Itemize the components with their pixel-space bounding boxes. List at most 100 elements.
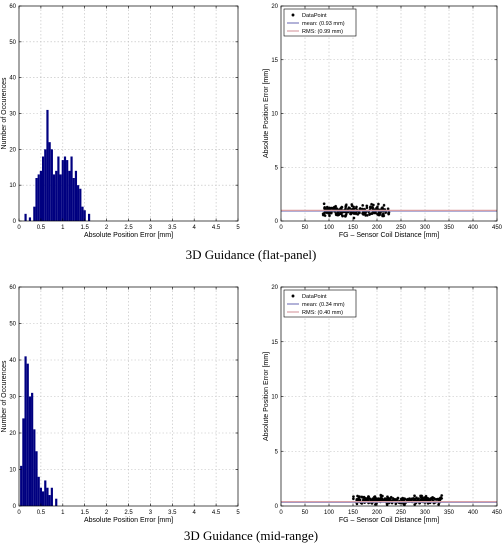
data-point: [352, 205, 356, 209]
data-point: [394, 502, 398, 506]
data-point: [368, 497, 372, 501]
data-point: [371, 497, 375, 501]
data-point: [330, 210, 333, 214]
x-tick-label: 200: [372, 225, 383, 231]
data-point: [405, 498, 409, 502]
x-tick-label: 1.5: [81, 225, 90, 231]
data-point: [328, 214, 331, 218]
histogram-bar: [52, 174, 56, 221]
x-tick-label: 150: [348, 510, 359, 516]
histogram-bar: [39, 170, 42, 221]
y-tick-label: 20: [271, 285, 278, 291]
data-point: [369, 498, 373, 502]
data-point: [399, 497, 403, 501]
data-point: [380, 498, 384, 502]
data-point: [350, 204, 354, 208]
data-point: [383, 498, 387, 502]
data-point: [395, 498, 399, 502]
data-point: [387, 212, 391, 216]
x-tick-label: 300: [420, 225, 431, 231]
legend-marker-datapoint: [291, 294, 295, 298]
data-point: [403, 503, 406, 507]
caption-flat-panel: 3D Guidance (flat-panel): [185, 247, 317, 262]
data-point: [349, 212, 352, 216]
data-point: [402, 497, 406, 501]
x-tick-label: 350: [444, 225, 455, 231]
y-tick-label: 0: [275, 504, 279, 510]
data-point: [328, 206, 331, 210]
data-point: [378, 497, 382, 501]
data-point: [371, 206, 375, 210]
data-point: [438, 496, 442, 500]
data-point: [357, 495, 361, 499]
histogram-bar: [55, 498, 58, 506]
data-point: [322, 202, 326, 206]
legend-entry: RMS: (0.99 mm): [302, 29, 343, 35]
data-point: [437, 503, 441, 506]
data-point: [377, 202, 380, 206]
data-point: [363, 207, 367, 211]
y-axis-label: Number of Occurences: [1, 77, 8, 149]
x-axis-label: FG – Sensor Coil Distance [mm]: [339, 232, 439, 239]
data-point: [350, 208, 354, 212]
histogram-bar: [48, 495, 51, 506]
data-point: [346, 208, 350, 211]
data-point: [382, 214, 386, 218]
data-point: [373, 495, 377, 498]
data-point: [364, 496, 367, 500]
histogram-bar: [39, 487, 42, 506]
data-point: [350, 203, 354, 206]
y-tick-label: 0: [275, 219, 279, 225]
x-tick-label: 3: [149, 225, 153, 231]
data-point: [414, 501, 418, 505]
histogram-bar: [24, 356, 27, 506]
data-point: [334, 204, 338, 208]
data-point: [341, 214, 344, 218]
histogram-bar: [63, 156, 67, 221]
data-point: [413, 494, 416, 498]
data-point: [386, 498, 390, 502]
data-point: [423, 496, 426, 500]
x-tick-label: 50: [302, 225, 309, 231]
data-point: [361, 212, 365, 215]
data-point: [408, 499, 412, 503]
data-point: [370, 202, 374, 206]
x-tick-label: 3.5: [168, 510, 177, 516]
data-point: [404, 501, 407, 505]
x-tick-label: 5: [236, 510, 240, 516]
histogram-bar: [50, 149, 53, 221]
x-tick-label: 0: [279, 510, 283, 516]
histogram-bar: [70, 156, 73, 221]
y-tick-label: 20: [9, 147, 16, 153]
y-tick-label: 0: [13, 219, 17, 225]
data-point: [387, 501, 391, 505]
y-tick-label: 40: [9, 358, 16, 364]
data-point: [373, 208, 377, 212]
x-tick-label: 0: [17, 510, 21, 516]
data-point: [361, 203, 365, 207]
data-point: [418, 501, 421, 505]
histogram-bar: [83, 210, 86, 221]
x-tick-label: 150: [348, 225, 359, 231]
data-point: [344, 207, 347, 211]
data-point: [344, 212, 348, 216]
data-point: [374, 498, 378, 502]
data-point: [381, 494, 384, 498]
data-point: [364, 213, 368, 217]
x-tick-label: 4: [193, 225, 197, 231]
data-point: [440, 496, 444, 500]
histogram-bar: [22, 418, 25, 506]
histogram-bar: [44, 480, 47, 506]
data-point: [345, 210, 348, 214]
data-point: [386, 495, 389, 499]
data-point: [367, 210, 371, 214]
data-point: [438, 498, 442, 502]
data-point: [419, 498, 423, 502]
histogram-bar: [20, 465, 23, 506]
data-point: [358, 498, 362, 502]
data-point: [433, 497, 437, 501]
x-tick-label: 4.5: [212, 225, 221, 231]
x-tick-label: 450: [492, 510, 502, 516]
histogram-bar: [41, 156, 45, 221]
data-point: [356, 494, 359, 498]
